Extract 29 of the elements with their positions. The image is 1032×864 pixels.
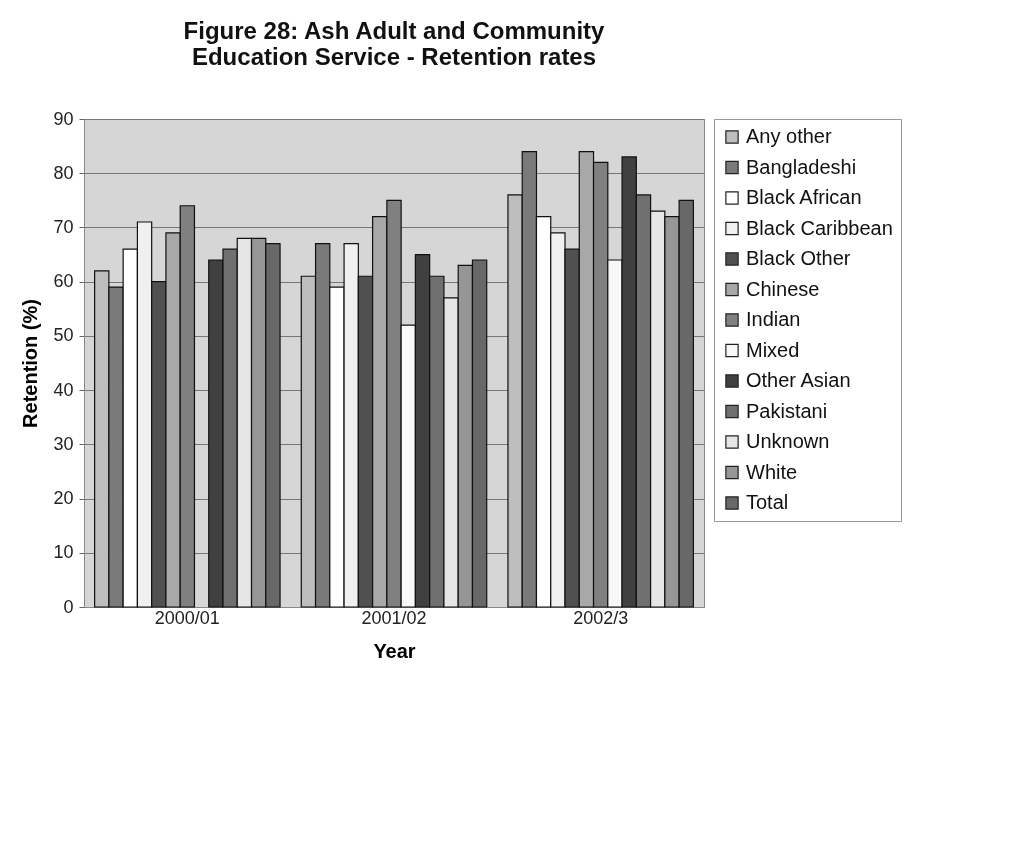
legend-label: Bangladeshi — [746, 155, 857, 178]
y-tick-label: 80 — [53, 162, 74, 183]
y-tick-label: 40 — [53, 379, 74, 400]
y-tick-label: 10 — [53, 542, 74, 563]
legend-label: Any other — [746, 125, 832, 147]
legend-label: Pakistani — [746, 399, 828, 422]
legend-label: Chinese — [746, 277, 820, 300]
chart-title: Figure 28: Ash Adult and Community Education Service - Retention rates — [183, 17, 606, 70]
legend-label: Black Caribbean — [746, 216, 893, 239]
y-axis-title: Retention (%) — [19, 299, 42, 428]
legend-label: Unknown — [746, 430, 830, 452]
legend-label: Total — [746, 491, 789, 513]
legend-label: Black African — [746, 186, 862, 208]
y-tick-label: 30 — [53, 433, 74, 454]
y-tick-label: 60 — [53, 271, 74, 292]
legend-label: White — [746, 460, 798, 483]
legend-label: Other Asian — [746, 369, 851, 391]
legend-label: Mixed — [746, 338, 800, 361]
y-tick-label: 70 — [53, 216, 74, 237]
x-tick-label: 2002/3 — [573, 607, 629, 628]
x-tick-label: 2000/01 — [154, 607, 220, 628]
x-tick-label: 2001/02 — [361, 607, 427, 628]
legend-label: Black Other — [746, 247, 851, 269]
y-tick-label: 90 — [53, 108, 74, 129]
x-axis-title: Year — [373, 639, 416, 662]
legend-label: Indian — [746, 308, 801, 330]
y-tick-label: 0 — [63, 596, 74, 617]
y-tick-label: 20 — [53, 488, 74, 509]
y-tick-label: 50 — [53, 325, 74, 346]
